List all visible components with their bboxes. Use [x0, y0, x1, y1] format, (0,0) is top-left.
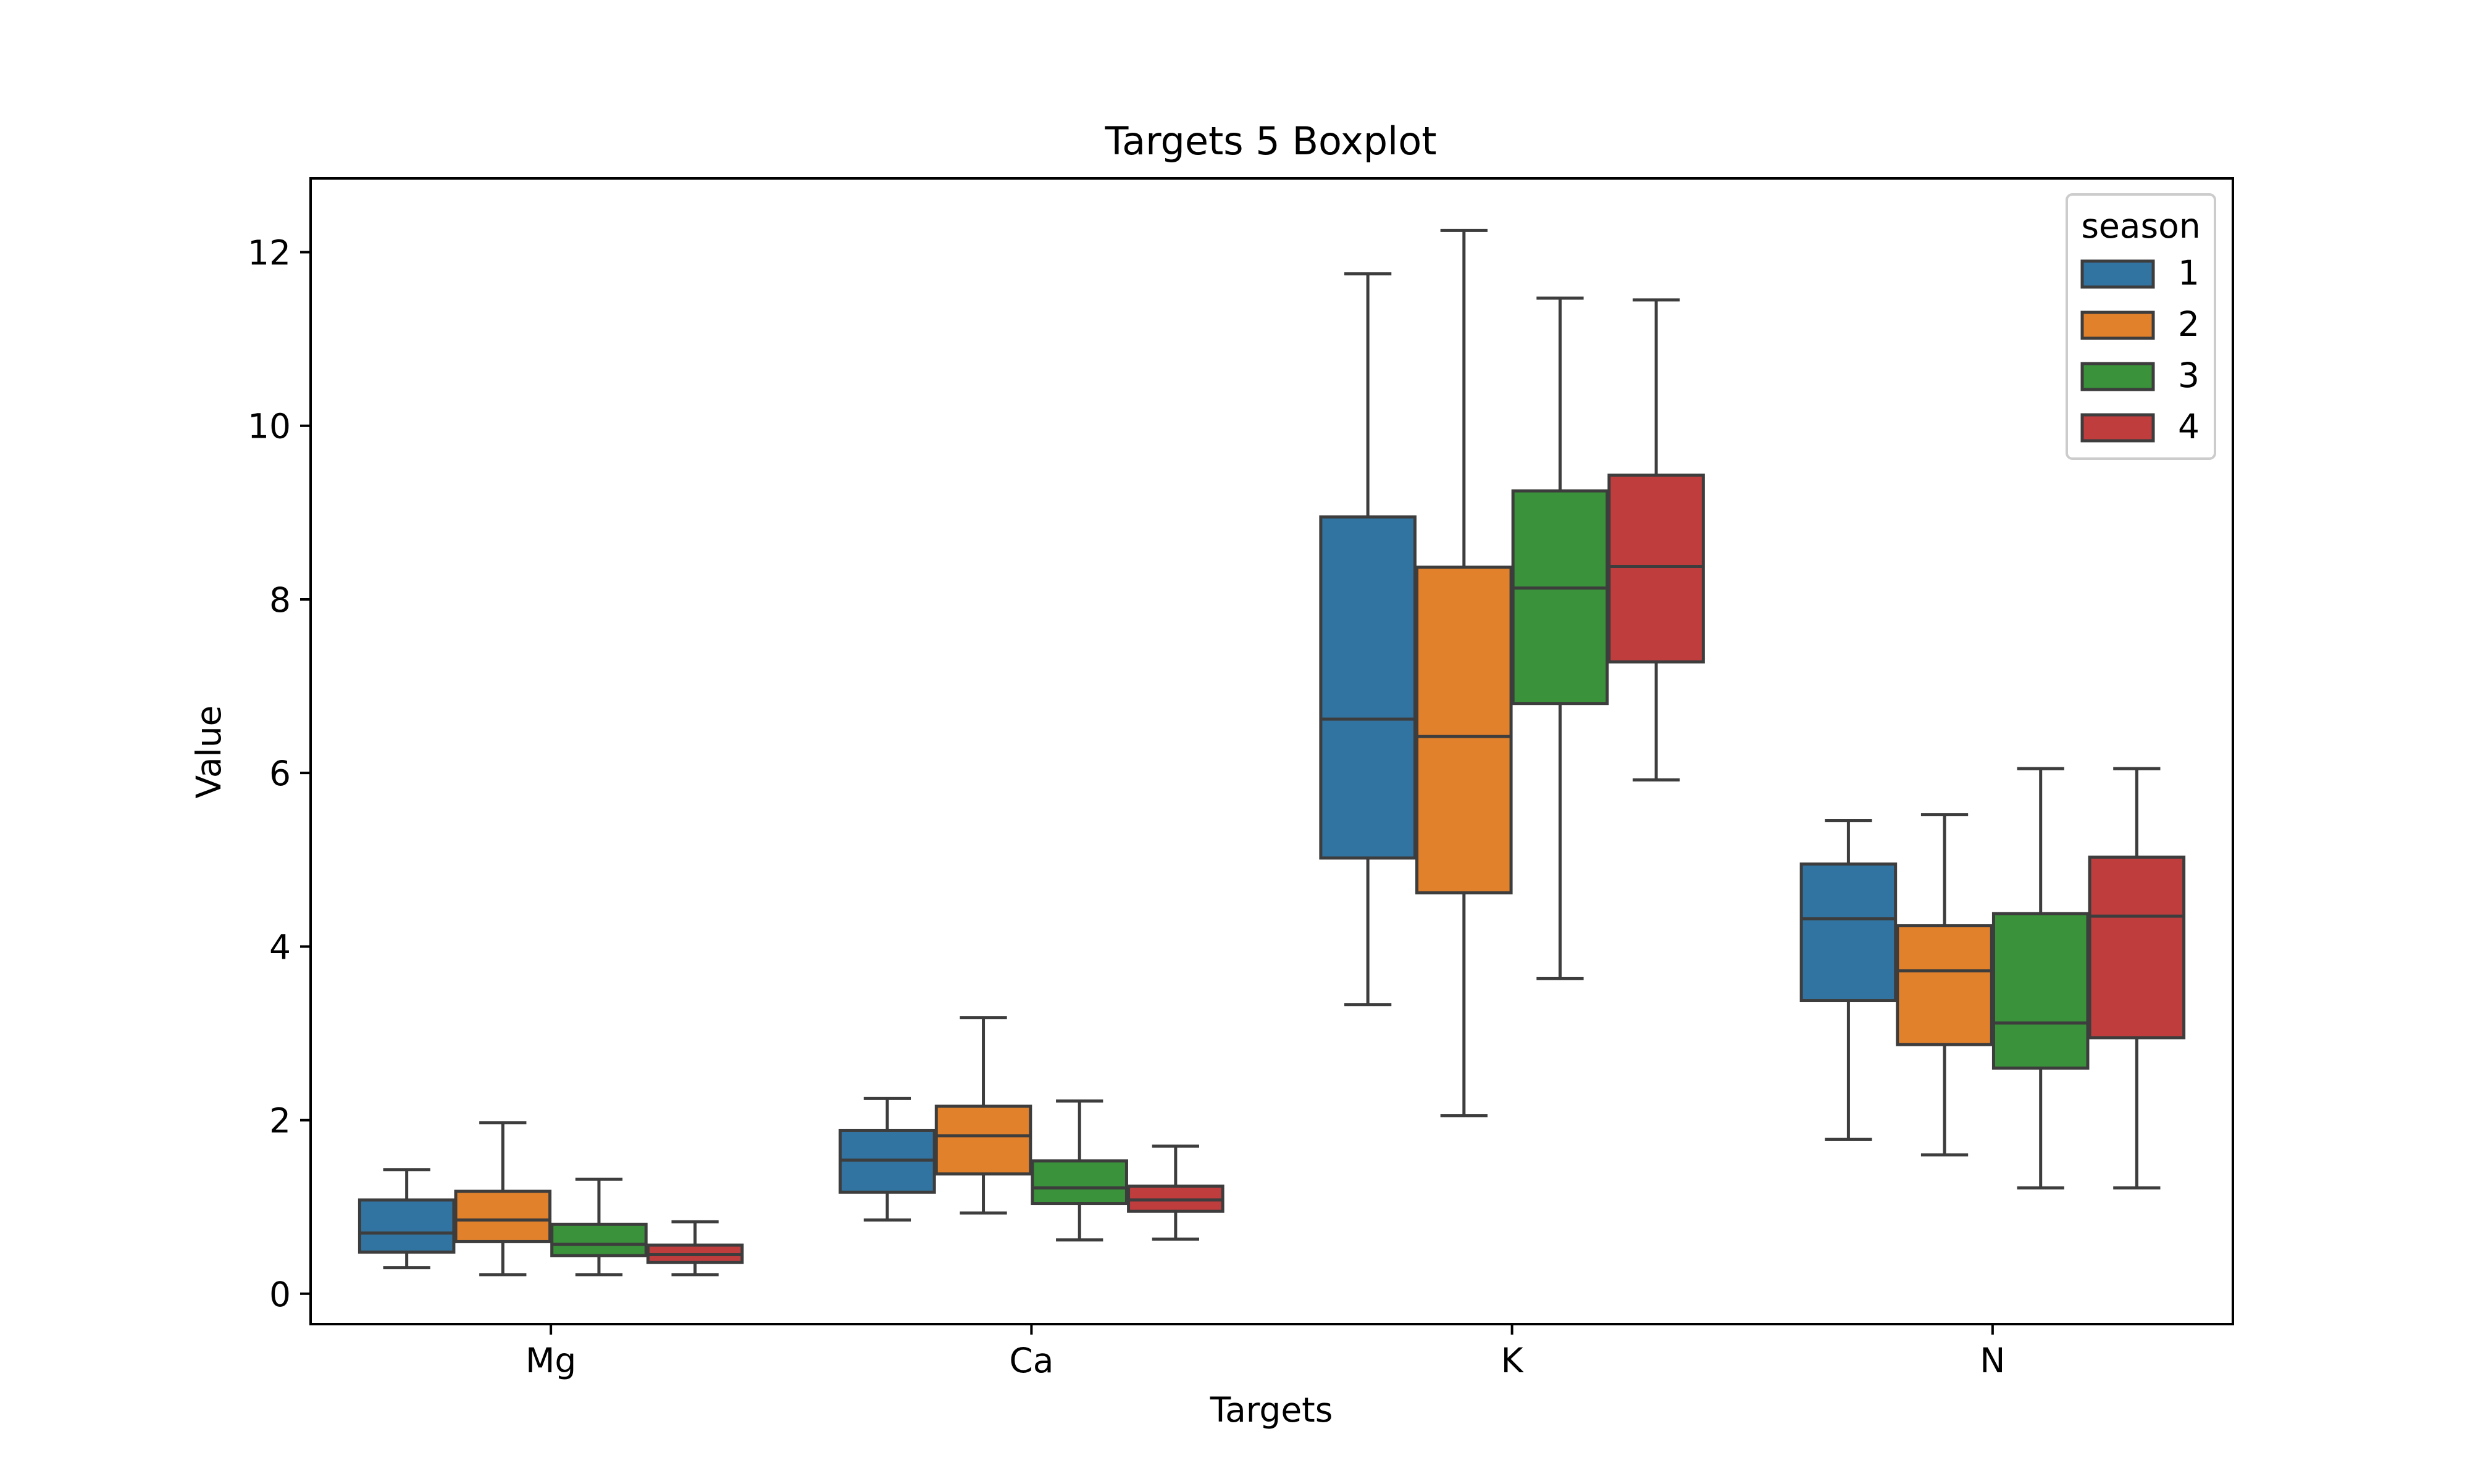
legend-swatch-season-1	[2080, 259, 2155, 289]
legend: season 1 2 3 4	[2066, 193, 2216, 460]
y-tick-label: 8	[269, 580, 291, 620]
y-tick-label: 6	[269, 754, 291, 793]
x-tick-label: Mg	[525, 1341, 576, 1380]
box-K-season-1	[1319, 272, 1417, 1007]
legend-swatch-season-4	[2080, 413, 2155, 443]
box-Ca-season-4	[1127, 1144, 1225, 1241]
box-Mg-season-4	[646, 1220, 744, 1277]
iqr-box	[1415, 565, 1513, 894]
iqr-box	[934, 1104, 1032, 1176]
iqr-box	[1511, 489, 1609, 706]
box-Mg-season-1	[358, 1168, 456, 1270]
box-K-season-3	[1511, 296, 1609, 980]
box-N-season-3	[1991, 767, 2090, 1190]
iqr-box	[1991, 912, 2090, 1070]
box-N-season-4	[2088, 767, 2186, 1190]
legend-title: season	[2081, 206, 2200, 246]
plot-frame	[309, 177, 2234, 1325]
box-K-season-4	[1607, 298, 1705, 782]
legend-swatch-season-2	[2080, 311, 2155, 340]
plot-area	[358, 228, 2186, 1277]
legend-label-season-2: 2	[2178, 304, 2200, 344]
x-tick-label: Ca	[1009, 1341, 1053, 1380]
legend-swatch-season-3	[2080, 362, 2155, 391]
legend-label-season-3: 3	[2178, 356, 2200, 395]
x-tick-label: K	[1501, 1341, 1525, 1380]
iqr-box	[1031, 1159, 1128, 1206]
legend-label-season-4: 4	[2178, 407, 2200, 446]
box-N-season-2	[1896, 813, 1993, 1157]
box-Ca-season-3	[1031, 1099, 1128, 1242]
iqr-box	[1896, 924, 1993, 1046]
y-axis-label: Value	[189, 705, 228, 798]
x-axis-label: Targets	[1210, 1390, 1333, 1430]
iqr-box	[454, 1190, 552, 1243]
y-tick-label: 2	[269, 1101, 291, 1141]
box-N-season-1	[1799, 819, 1898, 1141]
x-tick-label: N	[1980, 1341, 2005, 1380]
iqr-box	[1607, 473, 1705, 664]
box-Mg-season-3	[550, 1177, 648, 1277]
iqr-box	[2088, 856, 2186, 1040]
y-tick-label: 12	[248, 233, 291, 273]
iqr-box	[1799, 862, 1898, 1003]
box-Ca-season-1	[839, 1096, 936, 1222]
chart-title: Targets 5 Boxplot	[1104, 119, 1436, 164]
box-K-season-2	[1415, 228, 1513, 1118]
y-tick-label: 4	[269, 927, 291, 967]
y-tick-label: 10	[248, 407, 291, 446]
legend-label-season-1: 1	[2178, 253, 2200, 293]
iqr-box	[1319, 515, 1417, 860]
y-tick-label: 0	[269, 1275, 291, 1314]
iqr-box	[358, 1198, 456, 1254]
iqr-box	[550, 1222, 648, 1257]
axes: 0 2 4 6 8 10 12 Mg Ca K N	[248, 233, 2005, 1380]
box-Ca-season-2	[934, 1016, 1032, 1215]
box-Mg-season-2	[454, 1121, 552, 1277]
